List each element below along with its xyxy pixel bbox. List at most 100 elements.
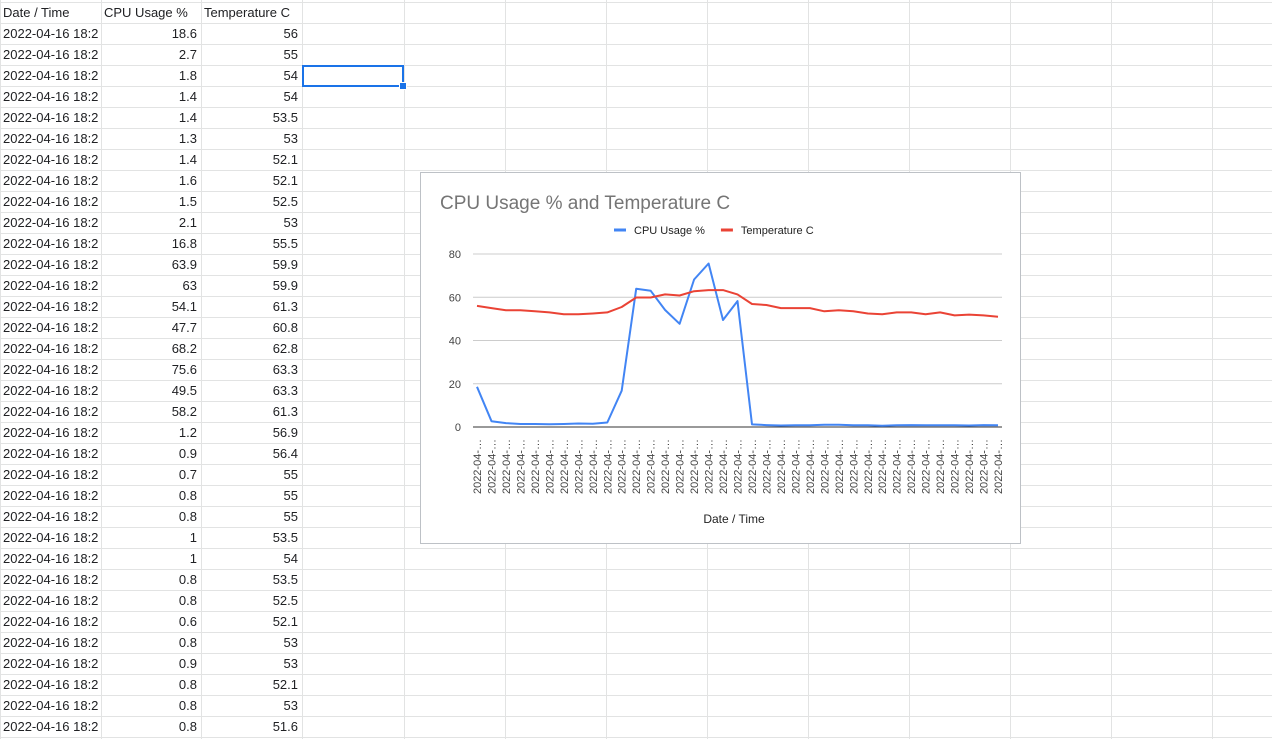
cpu-cell[interactable]: 0.8 — [178, 509, 197, 524]
header-cell[interactable]: CPU Usage % — [104, 5, 188, 20]
temp-cell[interactable]: 62.8 — [272, 341, 298, 356]
cpu-cell[interactable]: 0.8 — [178, 635, 197, 650]
cpu-cell[interactable]: 47.7 — [171, 320, 197, 335]
date-cell[interactable]: 2022-04-16 18:2 — [3, 299, 99, 314]
cpu-cell[interactable]: 16.8 — [171, 236, 197, 251]
date-cell[interactable]: 2022-04-16 18:2 — [3, 341, 99, 356]
date-cell[interactable]: 2022-04-16 18:2 — [3, 47, 99, 62]
temp-cell[interactable]: 54 — [283, 89, 298, 104]
date-cell[interactable]: 2022-04-16 18:2 — [3, 509, 99, 524]
fill-handle[interactable] — [399, 82, 407, 90]
temp-cell[interactable]: 63.3 — [272, 362, 298, 377]
temp-cell[interactable]: 60.8 — [272, 320, 298, 335]
header-cell[interactable]: Temperature C — [204, 5, 290, 20]
selected-cell[interactable] — [302, 65, 404, 87]
cpu-cell[interactable]: 75.6 — [171, 362, 197, 377]
date-cell[interactable]: 2022-04-16 18:2 — [3, 320, 99, 335]
date-cell[interactable]: 2022-04-16 18:2 — [3, 572, 99, 587]
header-cell[interactable]: Date / Time — [3, 5, 70, 20]
date-cell[interactable]: 2022-04-16 18:2 — [3, 362, 99, 377]
date-cell[interactable]: 2022-04-16 18:2 — [3, 467, 99, 482]
date-cell[interactable]: 2022-04-16 18:2 — [3, 656, 99, 671]
cpu-cell[interactable]: 0.8 — [178, 488, 197, 503]
date-cell[interactable]: 2022-04-16 18:2 — [3, 614, 99, 629]
date-cell[interactable]: 2022-04-16 18:2 — [3, 110, 99, 125]
temp-cell[interactable]: 51.6 — [272, 719, 298, 734]
temp-cell[interactable]: 55.5 — [272, 236, 298, 251]
temp-cell[interactable]: 61.3 — [272, 299, 298, 314]
cpu-cell[interactable]: 0.8 — [178, 677, 197, 692]
temp-cell[interactable]: 52.1 — [272, 614, 298, 629]
date-cell[interactable]: 2022-04-16 18:2 — [3, 236, 99, 251]
cpu-cell[interactable]: 1.8 — [178, 68, 197, 83]
date-cell[interactable]: 2022-04-16 18:2 — [3, 26, 99, 41]
date-cell[interactable]: 2022-04-16 18:2 — [3, 89, 99, 104]
temp-cell[interactable]: 53.5 — [272, 572, 298, 587]
cpu-cell[interactable]: 2.1 — [178, 215, 197, 230]
date-cell[interactable]: 2022-04-16 18:2 — [3, 677, 99, 692]
cpu-cell[interactable]: 1.6 — [178, 173, 197, 188]
cpu-cell[interactable]: 54.1 — [171, 299, 197, 314]
cpu-cell[interactable]: 2.7 — [178, 47, 197, 62]
cpu-cell[interactable]: 1.4 — [178, 152, 197, 167]
temp-cell[interactable]: 53.5 — [272, 530, 298, 545]
cpu-cell[interactable]: 0.8 — [178, 593, 197, 608]
date-cell[interactable]: 2022-04-16 18:2 — [3, 635, 99, 650]
cpu-cell[interactable]: 1 — [189, 530, 197, 545]
date-cell[interactable]: 2022-04-16 18:2 — [3, 383, 99, 398]
cpu-cell[interactable]: 1.2 — [178, 425, 197, 440]
date-cell[interactable]: 2022-04-16 18:2 — [3, 551, 99, 566]
cpu-cell[interactable]: 68.2 — [171, 341, 197, 356]
cpu-cell[interactable]: 1.3 — [178, 131, 197, 146]
temp-cell[interactable]: 59.9 — [272, 257, 298, 272]
temp-cell[interactable]: 53 — [283, 131, 298, 146]
temp-cell[interactable]: 53 — [283, 656, 298, 671]
temp-cell[interactable]: 55 — [283, 488, 298, 503]
cpu-cell[interactable]: 0.9 — [178, 446, 197, 461]
temp-cell[interactable]: 56.9 — [272, 425, 298, 440]
date-cell[interactable]: 2022-04-16 18:2 — [3, 446, 99, 461]
temp-cell[interactable]: 53 — [283, 635, 298, 650]
cpu-cell[interactable]: 1.5 — [178, 194, 197, 209]
temp-cell[interactable]: 53.5 — [272, 110, 298, 125]
temp-cell[interactable]: 55 — [283, 467, 298, 482]
cpu-cell[interactable]: 0.6 — [178, 614, 197, 629]
temp-cell[interactable]: 55 — [283, 509, 298, 524]
date-cell[interactable]: 2022-04-16 18:2 — [3, 593, 99, 608]
date-cell[interactable]: 2022-04-16 18:2 — [3, 257, 99, 272]
cpu-cell[interactable]: 63 — [182, 278, 197, 293]
date-cell[interactable]: 2022-04-16 18:2 — [3, 152, 99, 167]
temp-cell[interactable]: 54 — [283, 551, 298, 566]
cpu-cell[interactable]: 0.8 — [178, 572, 197, 587]
cpu-cell[interactable]: 1.4 — [178, 89, 197, 104]
date-cell[interactable]: 2022-04-16 18:2 — [3, 131, 99, 146]
cpu-cell[interactable]: 1 — [189, 551, 197, 566]
date-cell[interactable]: 2022-04-16 18:2 — [3, 215, 99, 230]
date-cell[interactable]: 2022-04-16 18:2 — [3, 194, 99, 209]
date-cell[interactable]: 2022-04-16 18:2 — [3, 404, 99, 419]
date-cell[interactable]: 2022-04-16 18:2 — [3, 425, 99, 440]
cpu-cell[interactable]: 0.7 — [178, 467, 197, 482]
temp-cell[interactable]: 56.4 — [272, 446, 298, 461]
date-cell[interactable]: 2022-04-16 18:2 — [3, 488, 99, 503]
cpu-cell[interactable]: 63.9 — [171, 257, 197, 272]
cpu-cell[interactable]: 18.6 — [171, 26, 197, 41]
temp-cell[interactable]: 52.5 — [272, 593, 298, 608]
temp-cell[interactable]: 53 — [283, 215, 298, 230]
cpu-cell[interactable]: 0.8 — [178, 698, 197, 713]
chart-container[interactable]: CPU Usage % and Temperature C CPU Usage %… — [420, 172, 1021, 544]
cpu-cell[interactable]: 1.4 — [178, 110, 197, 125]
date-cell[interactable]: 2022-04-16 18:2 — [3, 530, 99, 545]
cpu-cell[interactable]: 58.2 — [171, 404, 197, 419]
temp-cell[interactable]: 55 — [283, 47, 298, 62]
date-cell[interactable]: 2022-04-16 18:2 — [3, 698, 99, 713]
date-cell[interactable]: 2022-04-16 18:2 — [3, 278, 99, 293]
date-cell[interactable]: 2022-04-16 18:2 — [3, 719, 99, 734]
date-cell[interactable]: 2022-04-16 18:2 — [3, 173, 99, 188]
temp-cell[interactable]: 61.3 — [272, 404, 298, 419]
temp-cell[interactable]: 52.1 — [272, 677, 298, 692]
cpu-cell[interactable]: 0.9 — [178, 656, 197, 671]
temp-cell[interactable]: 54 — [283, 68, 298, 83]
temp-cell[interactable]: 52.1 — [272, 173, 298, 188]
temp-cell[interactable]: 52.1 — [272, 152, 298, 167]
